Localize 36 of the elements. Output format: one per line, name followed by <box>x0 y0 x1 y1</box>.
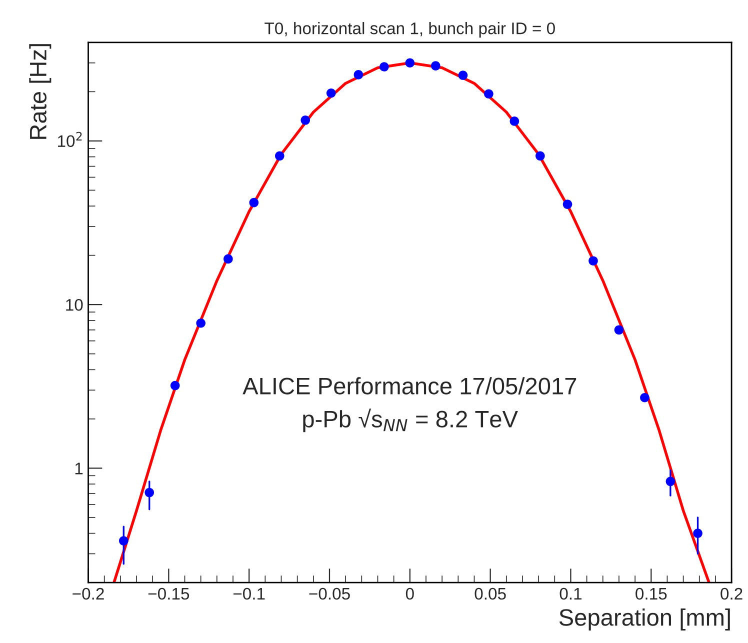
x-tick-label: 0.1 <box>560 588 582 600</box>
x-tick-label: −0.2 <box>72 588 104 600</box>
point <box>588 256 598 266</box>
x-axis-title: Separation [mm] <box>559 608 730 631</box>
x-tick-label: 0 <box>406 588 414 600</box>
x-tick-label: −0.1 <box>233 588 265 600</box>
x-tick-label: −0.05 <box>309 588 350 600</box>
annotation: p-Pb √s$_{NN}$ = 8.2 TeV <box>303 408 518 432</box>
chart-title: T0, horizontal scan 1, bunch pair ID = 0 <box>264 22 555 38</box>
point <box>614 325 624 335</box>
point <box>484 89 494 99</box>
x-tick-label: 0.2 <box>720 588 742 600</box>
point <box>300 115 310 125</box>
y-tick-label: 1 <box>75 462 83 474</box>
point <box>224 254 233 264</box>
point <box>170 380 180 390</box>
point <box>640 392 650 402</box>
y-tick-label: 10$^{2}$ <box>58 132 82 148</box>
point <box>536 151 545 161</box>
point <box>196 318 206 328</box>
point <box>274 151 284 161</box>
annotation: ALICE Performance 17/05/2017 <box>242 377 576 394</box>
point <box>354 70 364 80</box>
point <box>510 116 520 126</box>
point <box>405 58 415 68</box>
point <box>562 200 572 209</box>
y-axis-title: Rate [Hz] <box>29 44 52 139</box>
point <box>249 198 259 208</box>
x-tick-label: 0.15 <box>636 588 667 600</box>
x-tick-label: 0.05 <box>474 588 506 600</box>
point <box>458 70 468 80</box>
point <box>326 88 336 98</box>
point <box>380 62 389 72</box>
x-tick-label: −0.15 <box>148 588 190 600</box>
point <box>430 61 440 70</box>
y-tick-label: 10 <box>66 298 83 311</box>
